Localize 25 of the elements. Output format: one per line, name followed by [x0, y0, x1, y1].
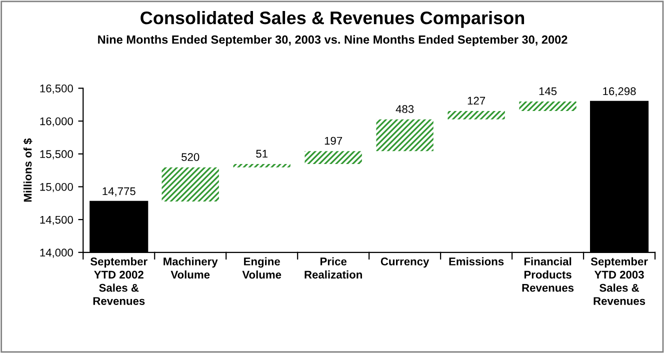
data-label: 197	[324, 136, 342, 145]
y-tick-label: 15,500	[40, 150, 73, 160]
data-label: 51	[256, 150, 268, 158]
y-tick-label: 14,000	[40, 248, 73, 258]
data-label: 127	[468, 96, 486, 105]
y-axis-title: Millions of $	[23, 138, 32, 202]
chart-subtitle: Nine Months Ended September 30, 2003 vs. Nine Months Ended September 30, 2002	[98, 35, 568, 46]
x-tick-label: Price Realization	[304, 257, 362, 279]
y-tick-label: 16,000	[40, 117, 73, 127]
x-tick-label: September YTD 2002 Sales & Revenues	[90, 257, 148, 305]
data-label: 483	[396, 105, 414, 114]
x-tick-label: Machinery Volume	[164, 257, 218, 279]
data-label: 145	[539, 87, 557, 96]
x-tick-label: Currency	[380, 258, 430, 268]
x-tick-label: Engine Volume	[242, 257, 282, 279]
y-tick-label: 14,500	[40, 216, 73, 226]
chart-title: Consolidated Sales & Revenues Comparison	[140, 11, 524, 28]
x-tick-label: Emissions	[449, 257, 504, 266]
data-label: 16,298	[603, 87, 636, 96]
y-tick-label: 15,000	[40, 183, 73, 192]
data-label: 14,775	[102, 187, 136, 196]
x-tick-label: Financial Products Revenues	[522, 257, 574, 292]
y-tick-label: 16,500	[40, 84, 73, 94]
data-label: 520	[182, 153, 200, 162]
x-tick-label: September YTD 2003 Sales & Revenues	[590, 257, 648, 305]
